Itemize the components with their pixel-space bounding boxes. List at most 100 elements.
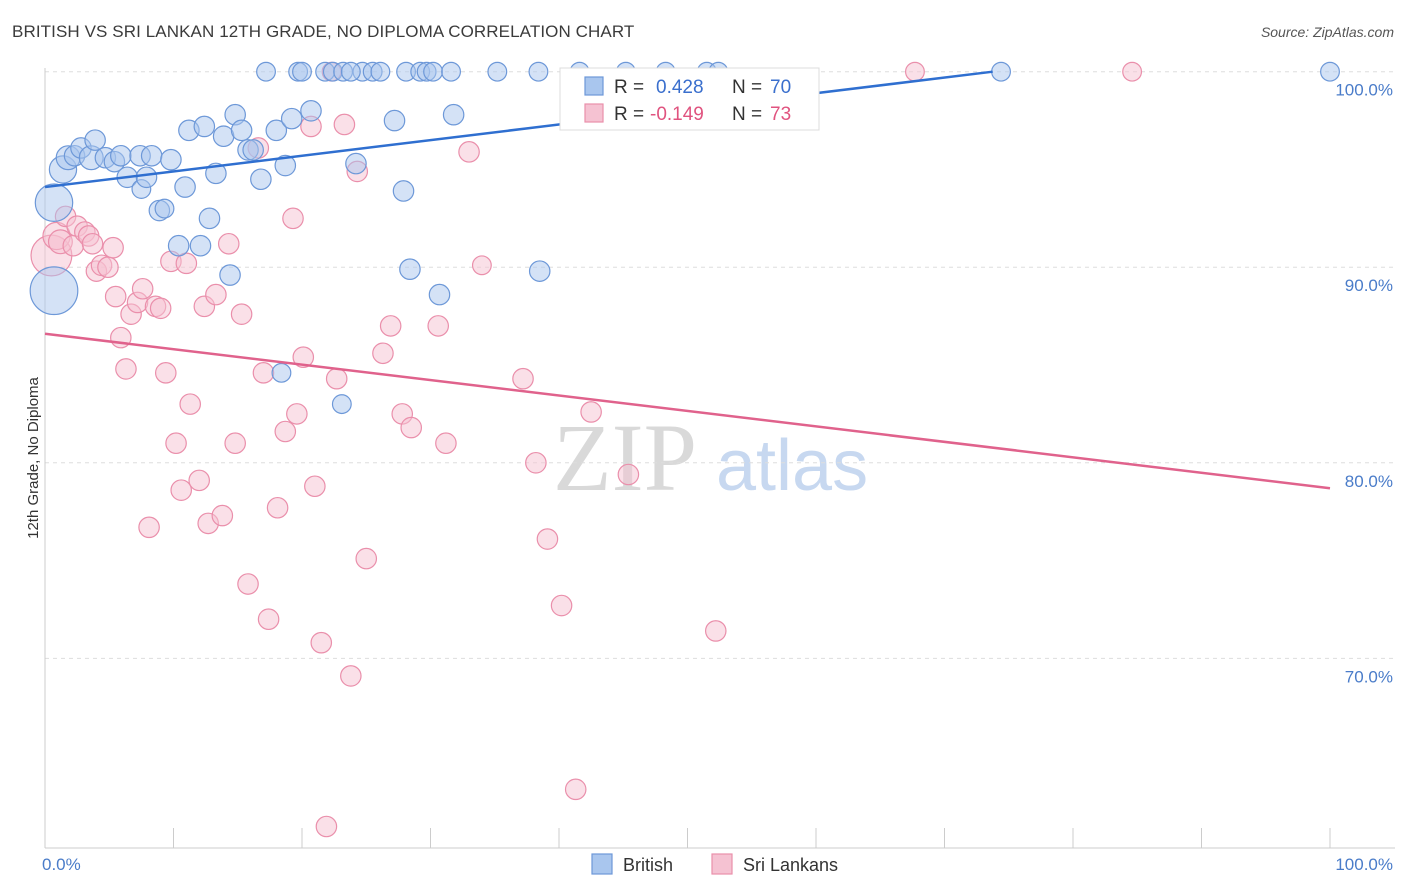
stats-legend-british-r-label: R = <box>614 77 644 98</box>
british-point <box>274 154 297 177</box>
sri-lankans-point <box>237 573 259 595</box>
sri-lankans-point <box>211 504 234 527</box>
british-point <box>242 139 264 161</box>
british-point <box>392 180 415 202</box>
british-point <box>154 198 175 219</box>
sri-lankans-point <box>564 778 587 801</box>
sri-lankans-point <box>257 608 280 631</box>
legend-british-swatch <box>591 853 613 875</box>
stats-legend-srilankans-r-value: -0.149 <box>650 104 704 125</box>
tick-labels: 100.0% 90.0% 80.0% 70.0% 0.0% 100.0% <box>42 81 1393 874</box>
british-point <box>991 61 1011 82</box>
british-point <box>271 362 292 383</box>
british-points <box>29 61 1340 415</box>
british-point <box>198 207 221 230</box>
series-legend: British Sri Lankans <box>591 853 838 875</box>
sri-lankans-point <box>102 236 124 259</box>
legend-srilankans-swatch <box>711 853 733 875</box>
watermark-zip: ZIP <box>553 404 697 511</box>
british-point <box>29 266 79 316</box>
x-tick-label: 100.0% <box>1335 855 1393 874</box>
british-point <box>1320 61 1340 82</box>
chart-source: Source: ZipAtlas.com <box>1260 24 1394 40</box>
stats-legend: R = 0.428 N = 70 R = -0.149 N = 73 <box>559 67 820 131</box>
sri-lankans-point <box>333 113 356 136</box>
sri-lankans-point <box>115 358 137 380</box>
sri-lankans-point <box>372 342 394 365</box>
stats-legend-srilankans-r-label: R = <box>614 104 644 125</box>
sri-lankans-point <box>286 403 308 425</box>
sri-lankans-point <box>138 516 160 539</box>
british-point <box>193 115 216 138</box>
sri-lankans-point <box>154 362 177 384</box>
british-point <box>219 264 241 286</box>
sri-lankans-point <box>149 297 172 320</box>
stats-legend-srilankans-n-label: N = <box>732 104 762 125</box>
sri-lankans-point <box>512 367 534 390</box>
sri-lankans-point <box>536 528 559 550</box>
sri-lankans-point <box>224 432 246 455</box>
stats-legend-srilankans-n-value: 73 <box>770 104 791 125</box>
sri-lankans-point <box>704 620 727 642</box>
legend-british-label: British <box>623 855 673 875</box>
british-point <box>528 61 549 82</box>
sri-lankans-point <box>81 232 104 255</box>
british-point <box>160 148 182 171</box>
british-trend-line <box>44 70 993 189</box>
x-tick-label: 0.0% <box>42 855 81 874</box>
british-point <box>300 99 322 122</box>
sri-lankans-point <box>217 232 240 255</box>
british-point <box>528 260 551 282</box>
british-point <box>292 61 312 82</box>
y-tick-label: 80.0% <box>1345 472 1393 491</box>
stats-legend-srilankans-swatch <box>584 103 604 123</box>
sri-lankans-point <box>179 393 202 415</box>
sri-lankans-point <box>400 416 423 439</box>
watermark-atlas: atlas <box>716 426 868 506</box>
y-axis-label: 12th Grade, No Diploma <box>25 376 42 538</box>
chart-title: BRITISH VS SRI LANKAN 12TH GRADE, NO DIP… <box>12 22 635 41</box>
british-point <box>167 234 190 257</box>
sri-lankans-point <box>315 815 338 838</box>
trend-lines <box>44 70 1331 490</box>
british-point <box>230 119 253 142</box>
british-point <box>340 61 361 82</box>
sri-lankans-point <box>310 631 333 654</box>
sri-lankans-point <box>325 367 348 390</box>
british-point <box>212 125 235 148</box>
sri-lankans-point <box>340 665 362 687</box>
british-point <box>250 168 272 191</box>
sri-lankans-point <box>617 463 640 486</box>
sri-lankans-point <box>104 285 127 308</box>
british-point <box>140 144 163 167</box>
sri-lankans-point <box>379 315 402 337</box>
sri-lankans-points <box>30 61 1143 838</box>
sri-lankans-point <box>550 594 573 617</box>
british-point <box>34 183 74 223</box>
british-point <box>110 144 132 167</box>
british-point <box>256 61 276 82</box>
british-point <box>205 162 227 185</box>
sri-lankans-point <box>274 420 297 443</box>
sri-lankans-point <box>904 61 925 82</box>
british-point <box>441 61 462 82</box>
british-point <box>280 107 303 130</box>
sri-lankans-trend-line <box>44 332 1331 490</box>
sri-lankans-point <box>131 277 154 300</box>
sri-lankans-point <box>252 362 275 384</box>
british-point <box>331 394 352 415</box>
sri-lankans-point <box>188 469 210 492</box>
stats-legend-british-r-value: 0.428 <box>656 77 704 98</box>
sri-lankans-point <box>355 547 378 570</box>
british-point <box>135 166 158 189</box>
sri-lankans-point <box>205 283 227 306</box>
stats-legend-british-swatch <box>584 76 604 96</box>
sri-lankans-point <box>471 255 492 276</box>
sri-lankans-point <box>170 479 193 501</box>
y-tick-label: 100.0% <box>1335 81 1393 100</box>
sri-lankans-point <box>1122 61 1143 82</box>
british-point <box>423 61 444 82</box>
british-point <box>370 61 391 82</box>
british-point <box>383 109 406 132</box>
